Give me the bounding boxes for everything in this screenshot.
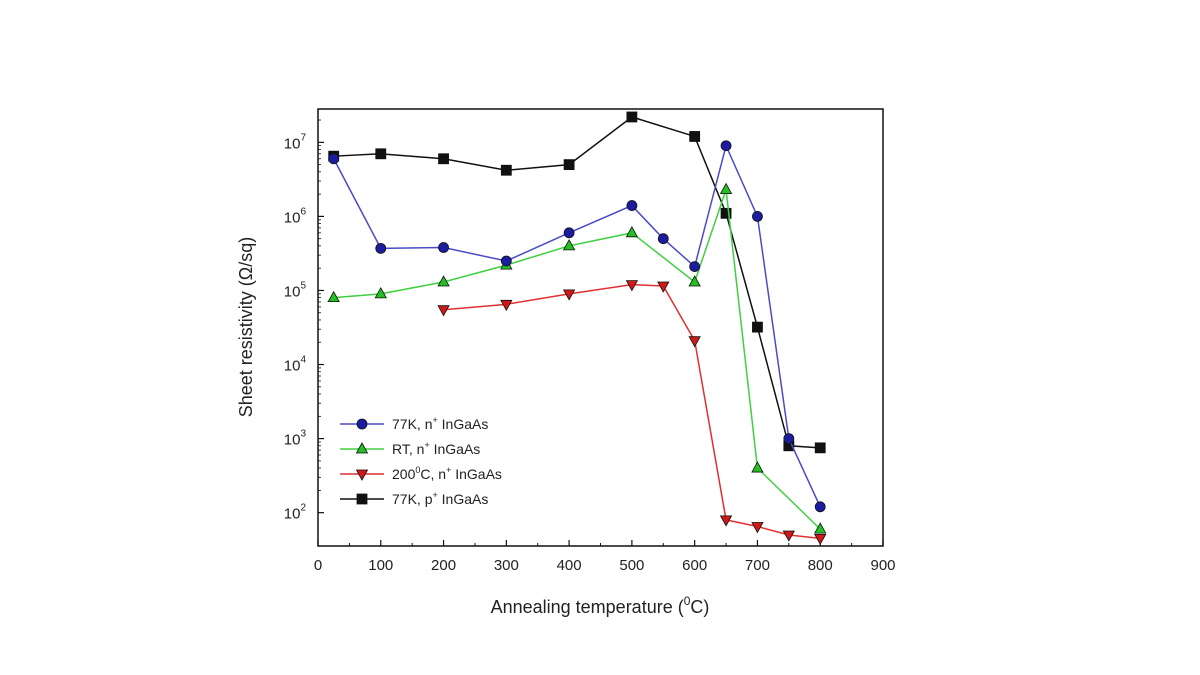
data-point [563,227,575,239]
legend-marker [356,493,368,505]
data-point [500,299,513,312]
legend-label: 2000C, n+ InGaAs [392,465,502,482]
legend-label: 77K, p+ InGaAs [392,490,488,507]
data-point [563,159,575,171]
legend-item: 77K, n+ InGaAs [340,415,488,432]
x-axis-ticks: 0 100 200 300 400 500 600 700 800 900 [314,540,896,574]
legend-label: RT, n+ InGaAs [392,440,480,457]
x-tick-label: 200 [431,557,456,574]
data-point [814,522,827,534]
data-point [689,261,701,273]
x-tick-label: 0 [314,557,322,574]
x-tick-label: 900 [870,557,895,574]
data-point [626,111,638,123]
series-1 [327,182,827,534]
data-point [688,336,701,348]
data-point [751,461,764,473]
x-tick-label: 500 [619,557,644,574]
y-tick-label: 106 [284,206,307,226]
x-axis-title: Annealing temperature (0C) [491,594,710,617]
y-tick-label: 107 [284,132,307,152]
data-point [752,321,763,333]
x-tick-label: 800 [808,557,833,574]
series-line [443,283,821,540]
data-point [814,442,826,454]
series-3 [328,111,826,454]
legend-item: 77K, p+ InGaAs [340,490,488,507]
data-point [814,533,827,546]
data-point [500,255,512,267]
x-tick-label: 100 [368,557,393,574]
data-point [374,287,387,299]
x-tick-label: 300 [494,557,519,574]
data-point [437,305,450,317]
series-2 [437,280,827,546]
data-point [689,131,701,142]
data-point [657,281,670,293]
data-point [751,522,764,534]
data-point [625,280,639,292]
x-tick-label: 600 [682,557,707,574]
series-line [333,143,821,508]
data-point [500,164,512,176]
data-point [783,433,795,445]
y-axis-title: Sheet resistivity (Ω/sq) [236,237,256,418]
series-0 [328,140,826,513]
legend-item: RT, n+ InGaAs [340,440,480,457]
x-tick-label: 700 [745,557,770,574]
series-layer [327,111,827,546]
data-point [719,515,733,527]
data-point [752,210,763,222]
data-point [327,290,340,303]
data-point [720,207,732,219]
series-line [333,116,821,449]
data-point [562,239,576,251]
data-point [782,530,796,542]
data-point [438,242,449,253]
data-point [626,200,638,211]
legend-item: 2000C, n+ InGaAs [340,465,502,482]
data-point [625,226,639,238]
data-point [375,148,387,160]
series-line [333,189,821,530]
data-point [720,140,732,152]
data-point [719,182,733,195]
legend-marker [355,442,369,454]
data-point [437,275,450,287]
x-tick-label: 400 [557,557,582,574]
data-point [562,289,576,301]
data-point [438,153,449,165]
data-point [814,501,826,513]
data-point [328,153,340,165]
y-tick-label: 102 [284,503,307,523]
y-tick-label: 103 [284,429,307,449]
legend-marker [356,418,368,430]
y-tick-label: 105 [284,280,307,300]
data-point [688,275,701,287]
legend: 77K, n+ InGaAs RT, n+ InGaAs 2000C, n+ InG… [340,415,502,507]
legend-marker [355,469,369,481]
y-tick-label: 104 [284,355,307,375]
legend-label: 77K, n+ InGaAs [392,415,488,432]
data-point [375,242,387,254]
data-point [657,233,669,245]
